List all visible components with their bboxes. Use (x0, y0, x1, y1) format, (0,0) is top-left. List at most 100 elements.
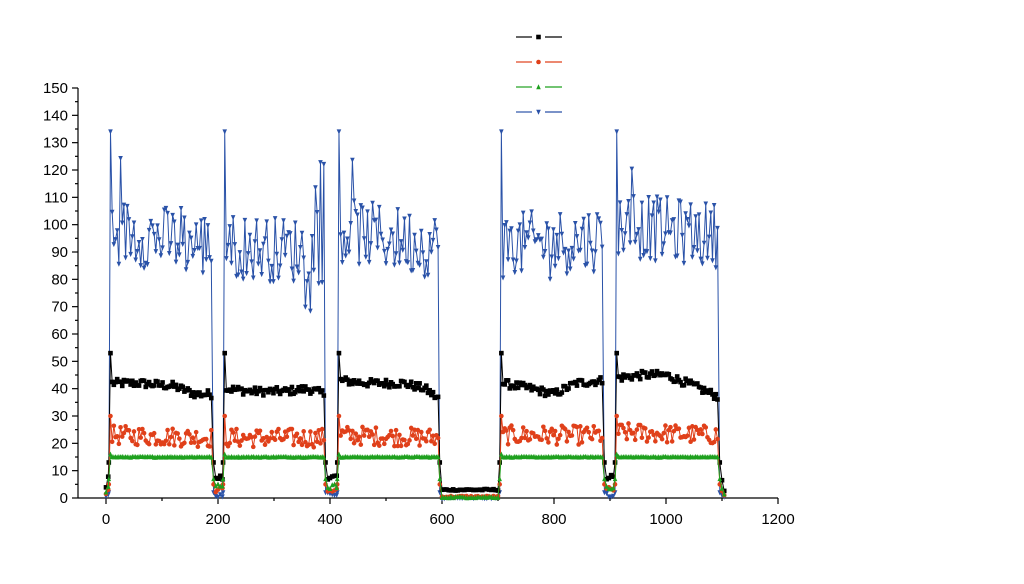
data-point (203, 392, 209, 398)
data-point (380, 381, 385, 386)
data-point (636, 227, 641, 233)
data-point (338, 232, 343, 238)
data-point (517, 222, 523, 228)
data-point (520, 210, 526, 216)
data-point (346, 428, 352, 433)
data-point (572, 379, 578, 385)
y-tick-label: 130 (43, 135, 68, 152)
data-point (681, 260, 687, 266)
data-point (140, 426, 145, 432)
x-tick-label: 600 (429, 511, 454, 528)
data-point (569, 245, 575, 251)
data-point (398, 239, 404, 245)
data-point (123, 423, 128, 429)
data-point (220, 460, 226, 465)
data-point (220, 490, 226, 496)
data-point (512, 385, 518, 391)
data-point (197, 245, 202, 251)
data-point (371, 380, 377, 386)
data-point (370, 432, 375, 437)
data-point (413, 381, 419, 386)
data-point (688, 202, 693, 208)
data-point (215, 476, 221, 481)
data-point (382, 441, 387, 447)
data-point (217, 492, 223, 498)
data-point (497, 460, 502, 465)
data-point (418, 429, 424, 435)
data-point (425, 390, 431, 396)
data-point (148, 218, 154, 225)
data-point (133, 257, 138, 263)
data-point (649, 213, 655, 219)
data-point (604, 483, 609, 489)
data-point (390, 433, 396, 439)
data-point (203, 257, 209, 263)
data-point (208, 258, 214, 264)
data-point (708, 210, 714, 216)
data-point (269, 387, 275, 393)
data-point (619, 228, 625, 234)
data-point (536, 109, 541, 115)
data-point (429, 438, 434, 444)
data-point (383, 377, 389, 383)
data-point (435, 245, 441, 251)
data-point (658, 197, 663, 203)
data-point (187, 431, 192, 437)
data-point (413, 436, 419, 442)
data-point (636, 373, 641, 379)
data-point (222, 350, 228, 356)
data-point (637, 422, 643, 428)
data-point (669, 377, 675, 382)
data-point (393, 427, 399, 433)
data-point (301, 255, 306, 261)
data-point (163, 438, 169, 444)
data-point (151, 231, 157, 237)
data-point (334, 473, 340, 478)
data-point (234, 426, 239, 432)
data-point (646, 375, 651, 380)
data-point (195, 444, 201, 450)
y-tick-label: 40 (51, 381, 68, 398)
data-point (303, 384, 308, 389)
data-point (432, 218, 438, 224)
data-point (375, 378, 380, 384)
data-point (578, 424, 583, 429)
data-point (235, 272, 241, 278)
data-point (717, 476, 723, 482)
data-point (579, 226, 585, 232)
data-point (323, 460, 328, 465)
data-point (375, 245, 380, 251)
data-point (353, 431, 359, 436)
data-point (420, 387, 426, 393)
data-point (621, 372, 626, 377)
data-point (639, 435, 645, 441)
data-point (155, 223, 160, 229)
data-point (345, 236, 350, 242)
data-point (126, 378, 132, 384)
data-point (119, 220, 125, 226)
data-point (294, 264, 300, 270)
data-point (413, 248, 419, 254)
data-point (173, 259, 179, 265)
data-point (649, 369, 655, 374)
data-point (388, 428, 394, 434)
data-point (334, 476, 340, 482)
y-tick-label: 140 (43, 107, 68, 124)
data-point (622, 231, 628, 237)
data-point (365, 209, 370, 215)
data-point (382, 248, 387, 254)
data-point (266, 258, 271, 264)
data-point (661, 241, 667, 247)
data-point (208, 454, 214, 460)
data-point (299, 442, 305, 448)
data-point (705, 255, 710, 261)
data-point (103, 485, 109, 490)
data-point (505, 378, 511, 383)
data-point (242, 217, 248, 223)
data-point (211, 460, 216, 465)
data-point (250, 275, 256, 281)
data-point (237, 443, 243, 448)
data-point (188, 440, 194, 446)
data-point (225, 242, 231, 248)
data-point (430, 433, 436, 439)
